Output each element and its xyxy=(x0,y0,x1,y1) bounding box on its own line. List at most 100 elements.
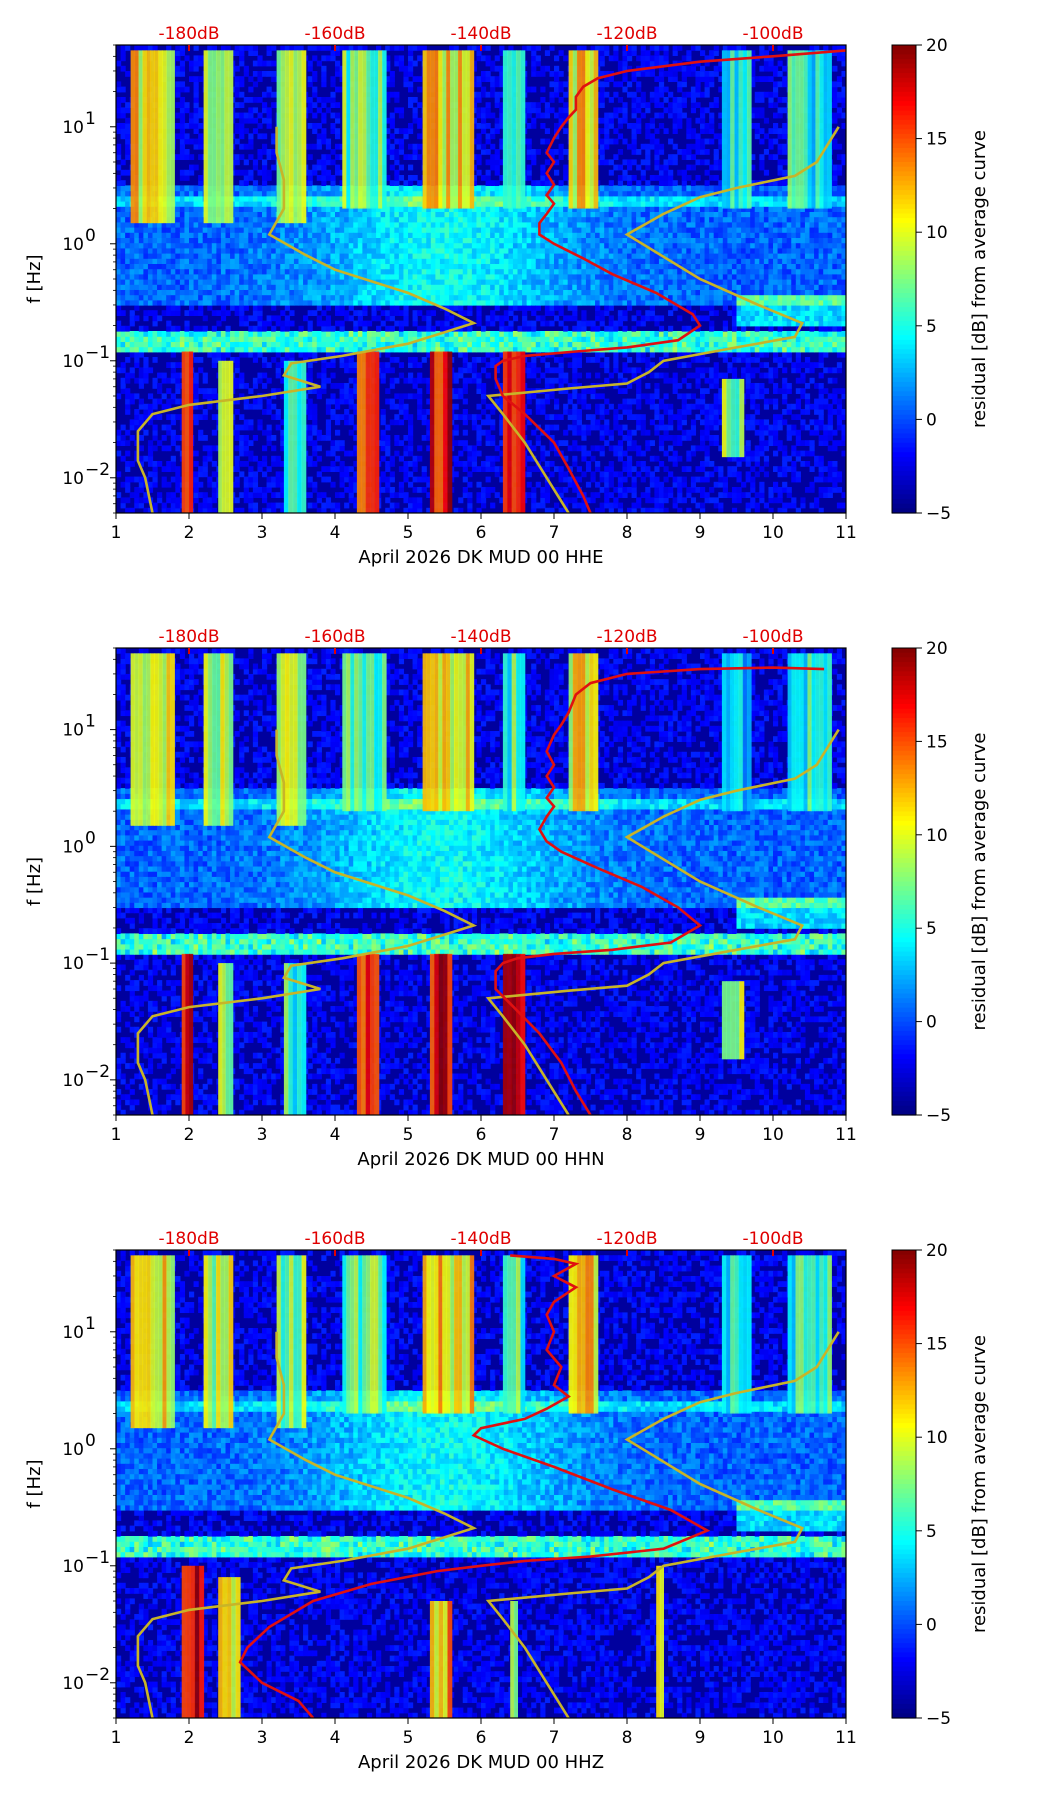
heatmap-band xyxy=(362,50,367,209)
heatmap-band xyxy=(511,653,517,812)
x-tick-label: 4 xyxy=(330,1125,341,1145)
heatmap-band xyxy=(166,653,171,826)
heatmap-band xyxy=(589,50,595,209)
heatmap-band xyxy=(378,50,383,209)
x-tick-label: 8 xyxy=(622,1728,633,1748)
heatmap-band xyxy=(220,1255,225,1429)
x-tick-label: 5 xyxy=(403,1125,414,1145)
heatmap-band xyxy=(739,378,745,458)
heatmap-band xyxy=(738,50,744,209)
heatmap-band xyxy=(162,653,167,826)
heatmap-band xyxy=(738,653,744,812)
heatmap-band xyxy=(730,50,735,209)
x-tick-label: 2 xyxy=(184,523,195,543)
x-tick-label: 7 xyxy=(549,1728,560,1748)
x-tick-label: 3 xyxy=(257,1125,268,1145)
heatmap-band xyxy=(150,653,155,826)
heatmap-band xyxy=(823,653,828,812)
colorbar: 20 15 10 5 0 −5 residual [dB] from average cur… xyxy=(891,639,990,1126)
heatmap-band xyxy=(370,953,375,1115)
db-scale-label: -140dB xyxy=(450,24,511,44)
heatmap-band xyxy=(510,1601,515,1718)
heatmap-band xyxy=(461,653,467,812)
heatmap-band xyxy=(374,351,380,513)
heatmap-band xyxy=(438,1601,444,1718)
heatmap-band xyxy=(228,1255,234,1429)
heatmap xyxy=(116,1250,846,1718)
heatmap-band xyxy=(446,1255,451,1414)
heatmap-band xyxy=(454,1255,459,1414)
colorbar: 20 15 10 5 0 −5 residual [dB] from average cur… xyxy=(891,1241,990,1729)
heatmap-band xyxy=(450,50,455,209)
heatmap-band xyxy=(511,50,517,209)
heatmap-band xyxy=(374,653,379,812)
heatmap-band xyxy=(218,963,223,1115)
heatmap-band xyxy=(225,360,230,513)
y-tick-exponent: 1 xyxy=(85,109,96,129)
heatmap-band xyxy=(799,50,805,209)
heatmap-band xyxy=(807,1255,812,1414)
y-axis-label: f [Hz] xyxy=(24,1459,45,1508)
heatmap-band xyxy=(203,50,209,224)
heatmap-band xyxy=(443,351,448,513)
heatmap-band xyxy=(211,653,217,826)
heatmap-band xyxy=(301,360,307,513)
y-tick-exponent: 0 xyxy=(85,828,96,848)
heatmap-band xyxy=(572,653,578,812)
heatmap-band xyxy=(224,1255,230,1429)
colorbar-tick-label: 5 xyxy=(926,317,937,337)
x-axis-label: April 2026 DK MUD 00 HHZ xyxy=(358,1752,604,1773)
average-psd-curve xyxy=(494,666,825,1115)
heatmap-band xyxy=(382,50,387,209)
heatmap-band xyxy=(815,50,820,209)
heatmap-band xyxy=(507,653,513,812)
heatmap-band xyxy=(516,653,521,812)
heatmap-band xyxy=(454,50,459,209)
x-axis-label: April 2026 DK MUD 00 HHN xyxy=(357,1149,604,1170)
heatmap-band xyxy=(283,963,289,1115)
colorbar: 20 15 10 5 0 −5 residual [dB] from average cur… xyxy=(891,36,990,524)
colorbar-tick-label: 5 xyxy=(926,919,937,939)
heatmap-band xyxy=(807,653,812,812)
heatmap-band xyxy=(220,653,225,826)
heatmap-band xyxy=(422,50,428,209)
heatmap-band xyxy=(358,50,363,209)
heatmap-band xyxy=(138,653,144,826)
heatmap-band xyxy=(138,50,144,224)
heatmap-band xyxy=(130,50,136,224)
y-tick-label: 10 xyxy=(62,352,84,372)
heatmap-band xyxy=(292,360,298,513)
heatmap-band xyxy=(301,963,307,1115)
y-tick-exponent: −1 xyxy=(85,945,110,965)
heatmap-band xyxy=(568,1255,574,1414)
heatmap-band xyxy=(235,1577,241,1718)
heatmap-band xyxy=(502,1255,508,1414)
heatmap-band xyxy=(581,50,586,209)
y-tick-label: 10 xyxy=(62,837,84,857)
heatmap-band xyxy=(228,653,234,826)
heatmap-band xyxy=(170,653,175,826)
heatmap-band xyxy=(811,1255,816,1414)
x-tick-label: 10 xyxy=(762,1125,784,1145)
heatmap-band xyxy=(350,1255,355,1414)
y-tick-exponent: −1 xyxy=(85,1548,110,1568)
x-tick-label: 3 xyxy=(257,1728,268,1748)
heatmap-band xyxy=(370,653,375,812)
heatmap-band xyxy=(507,351,513,513)
heatmap-band xyxy=(461,50,467,209)
heatmap-band xyxy=(289,1255,294,1429)
heatmap-band xyxy=(811,653,816,812)
heatmap-band xyxy=(656,1565,661,1718)
heatmap-band xyxy=(787,50,793,209)
heatmap-band xyxy=(442,1255,447,1414)
x-tick-label: 10 xyxy=(762,523,784,543)
heatmap-band xyxy=(293,653,298,826)
heatmap-band xyxy=(799,1255,805,1414)
heatmap-band xyxy=(158,653,163,826)
heatmap-band xyxy=(726,981,732,1060)
heatmap-band xyxy=(426,1255,431,1414)
heatmap-band xyxy=(378,1255,383,1414)
heatmap-band xyxy=(502,953,508,1115)
heatmap-band xyxy=(787,1255,793,1414)
heatmap-band xyxy=(734,1255,740,1414)
